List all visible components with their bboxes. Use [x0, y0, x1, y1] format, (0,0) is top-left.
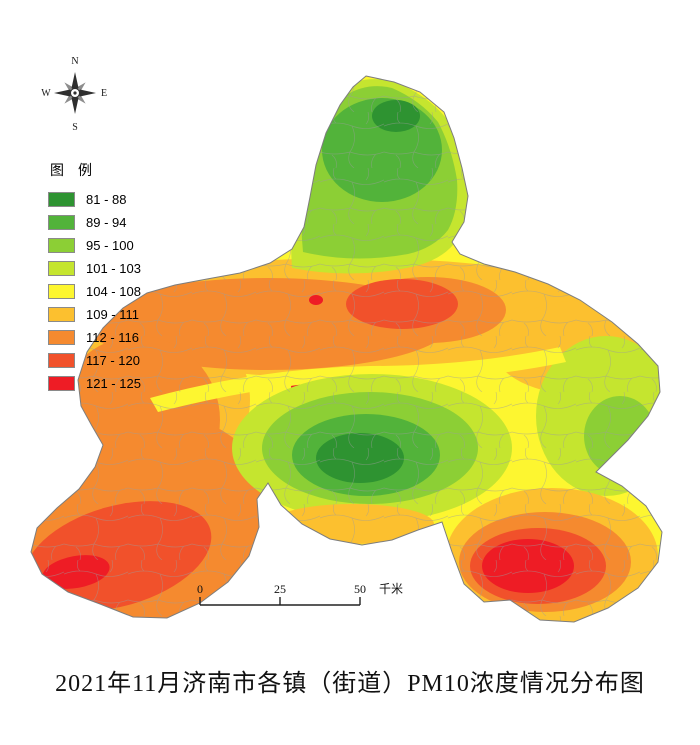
- legend-swatch: [48, 238, 75, 253]
- scale-tick-0-label: 0: [197, 582, 203, 596]
- legend-range-label: 121 - 125: [86, 376, 141, 391]
- scale-bar: 0 25 50 千米: [197, 582, 403, 606]
- legend-swatch: [48, 215, 75, 230]
- legend-swatch: [48, 261, 75, 276]
- compass-south-label: S: [72, 122, 78, 133]
- legend-item: 104 - 108: [48, 284, 141, 299]
- legend-range-label: 112 - 116: [86, 330, 140, 345]
- legend-range-label: 109 - 111: [86, 307, 140, 322]
- legend-range-label: 117 - 120: [86, 353, 140, 368]
- legend-range-label: 101 - 103: [86, 261, 141, 276]
- legend-panel: 图 例 81 - 88 89 - 94 95 - 100 101 - 103 104 -…: [48, 160, 141, 399]
- pm10-zones: [31, 76, 662, 622]
- legend-item: 112 - 116: [48, 330, 141, 345]
- legend-range-label: 81 - 88: [86, 192, 127, 207]
- legend-items: 81 - 88 89 - 94 95 - 100 101 - 103 104 - 108…: [48, 192, 141, 391]
- legend-item: 89 - 94: [48, 215, 141, 230]
- compass-north-label: N: [71, 56, 78, 67]
- compass-west-label: W: [41, 88, 51, 99]
- scale-bar-line: [199, 597, 361, 606]
- legend-swatch: [48, 307, 75, 322]
- legend-range-label: 104 - 108: [86, 284, 141, 299]
- legend-swatch: [48, 353, 75, 368]
- legend-item: 81 - 88: [48, 192, 141, 207]
- legend-title: 图 例: [50, 162, 92, 178]
- compass-star: [54, 72, 96, 114]
- legend-item: 117 - 120: [48, 353, 141, 368]
- legend-item: 121 - 125: [48, 376, 141, 391]
- scale-tick-50-label: 50: [354, 582, 366, 596]
- compass-rose: N W E S: [41, 56, 107, 133]
- legend-item: 95 - 100: [48, 238, 141, 253]
- legend-swatch: [48, 376, 75, 391]
- page-title: 2021年11月济南市各镇（街道）PM10浓度情况分布图: [55, 671, 645, 697]
- legend-item: 101 - 103: [48, 261, 141, 276]
- legend-swatch: [48, 284, 75, 299]
- legend-swatch: [48, 192, 75, 207]
- legend-item: 109 - 111: [48, 307, 141, 322]
- scale-unit-label: 千米: [379, 582, 403, 596]
- legend-swatch: [48, 330, 75, 345]
- legend-range-label: 89 - 94: [86, 215, 127, 230]
- compass-east-label: E: [101, 88, 107, 99]
- scale-tick-25-label: 25: [274, 582, 286, 596]
- legend-range-label: 95 - 100: [86, 238, 134, 253]
